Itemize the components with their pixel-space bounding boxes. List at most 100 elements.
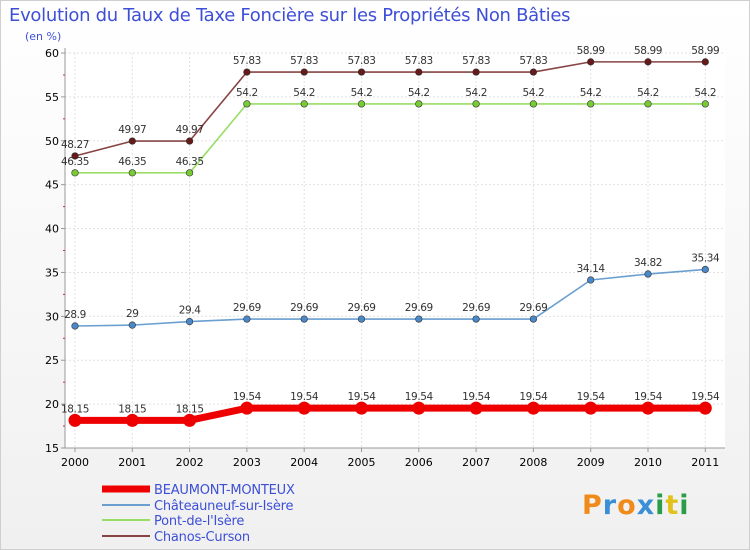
- data-label: 18.15: [176, 403, 204, 415]
- data-point: [243, 100, 251, 108]
- x-tick-label: 2002: [176, 456, 204, 469]
- data-point: [71, 152, 79, 160]
- data-point: [412, 401, 426, 415]
- data-point: [644, 100, 652, 108]
- x-tick-label: 2011: [691, 456, 719, 469]
- data-label: 54.2: [694, 87, 716, 99]
- data-point: [701, 265, 709, 274]
- data-label: 54.2: [637, 87, 659, 99]
- data-point: [526, 401, 540, 415]
- x-tick-label: 2008: [519, 456, 547, 469]
- data-point: [297, 401, 311, 415]
- y-tick-label: 40: [45, 223, 59, 236]
- x-tick-label: 2007: [462, 456, 490, 469]
- data-point: [300, 315, 308, 323]
- data-point: [357, 315, 366, 323]
- data-point: [71, 169, 79, 177]
- data-label: 48.27: [61, 139, 89, 151]
- data-label: 18.15: [118, 403, 146, 415]
- data-point: [587, 58, 595, 66]
- data-point: [186, 318, 194, 326]
- data-label: 58.99: [577, 45, 605, 57]
- data-point: [584, 401, 598, 415]
- data-label: 34.82: [634, 257, 662, 269]
- x-tick-label: 2003: [233, 456, 261, 469]
- data-point: [357, 100, 366, 108]
- logo-letter: i: [679, 490, 690, 521]
- data-label: 29.69: [233, 302, 261, 314]
- legend-entry: Châteauneuf-sur-Isère: [154, 499, 293, 514]
- data-label: 19.54: [347, 391, 376, 403]
- data-point: [469, 401, 483, 415]
- y-tick-label: 30: [45, 310, 59, 323]
- data-label: 29.69: [462, 302, 490, 314]
- data-point: [243, 68, 251, 76]
- data-label: 29.4: [179, 305, 201, 317]
- series-line-3: [74, 61, 706, 157]
- y-axis-unit: (en %): [25, 30, 62, 43]
- x-tick-label: 2006: [405, 456, 433, 469]
- legend-entry: Chanos-Curson: [154, 530, 250, 545]
- data-point: [128, 169, 136, 177]
- data-point: [128, 321, 136, 329]
- data-label: 29.69: [290, 302, 318, 314]
- data-point: [415, 315, 423, 323]
- logo-letter: P: [582, 490, 603, 521]
- data-label: 57.83: [519, 55, 547, 67]
- data-point: [128, 137, 136, 145]
- data-point: [71, 322, 79, 330]
- x-tick-label: 2000: [61, 456, 89, 469]
- data-point: [415, 68, 423, 76]
- x-tick-label: 2001: [118, 456, 146, 469]
- data-label: 19.54: [577, 391, 606, 403]
- x-tick-label: 2010: [634, 456, 662, 469]
- data-label: 46.35: [61, 156, 89, 168]
- y-tick-label: 60: [45, 47, 59, 60]
- chart-title: Evolution du Taux de Taxe Foncière sur l…: [9, 5, 571, 26]
- x-tick-label: 2004: [290, 456, 318, 469]
- logo-letter: i: [655, 490, 666, 521]
- data-point: [186, 137, 194, 145]
- data-point: [68, 413, 82, 427]
- data-label: 19.54: [290, 391, 319, 403]
- logo-letter: t: [665, 490, 680, 521]
- logo-letter: r: [602, 490, 618, 521]
- data-label: 57.83: [290, 55, 318, 67]
- data-point: [644, 58, 652, 66]
- y-tick-label: 20: [45, 398, 59, 411]
- series-line-1: [74, 268, 706, 327]
- data-point: [472, 68, 480, 76]
- data-label: 49.97: [176, 124, 204, 136]
- series-line-2: [75, 103, 706, 174]
- y-tick-label: 55: [45, 91, 59, 104]
- x-tick-label: 2009: [577, 456, 605, 469]
- plot-area: [65, 53, 725, 448]
- data-label: 28.9: [64, 309, 86, 321]
- proxiti-logo: Proxiti: [582, 490, 690, 521]
- data-label: 19.54: [405, 391, 434, 403]
- data-label: 19.54: [462, 391, 491, 403]
- data-label: 46.35: [176, 156, 204, 168]
- legend-entry: BEAUMONT-MONTEUX: [154, 483, 295, 498]
- y-tick-label: 35: [45, 266, 59, 279]
- data-label: 29.69: [519, 302, 547, 314]
- data-label: 18.15: [61, 403, 89, 415]
- data-point: [300, 100, 308, 108]
- data-point: [587, 276, 595, 284]
- data-label: 58.99: [691, 45, 719, 57]
- data-point: [357, 68, 366, 76]
- data-point: [300, 68, 308, 76]
- y-tick-label: 15: [45, 442, 59, 455]
- data-point: [186, 169, 194, 177]
- data-label: 54.2: [236, 87, 258, 99]
- data-label: 58.99: [634, 45, 662, 57]
- y-tick-label: 45: [45, 179, 59, 192]
- data-point: [698, 401, 712, 415]
- data-point: [644, 270, 652, 278]
- data-label: 57.83: [405, 55, 433, 67]
- x-tick-label: 2005: [348, 456, 376, 469]
- data-label: 54.2: [523, 87, 545, 99]
- data-point: [587, 100, 595, 108]
- data-point: [701, 100, 709, 108]
- data-label: 19.54: [634, 391, 663, 403]
